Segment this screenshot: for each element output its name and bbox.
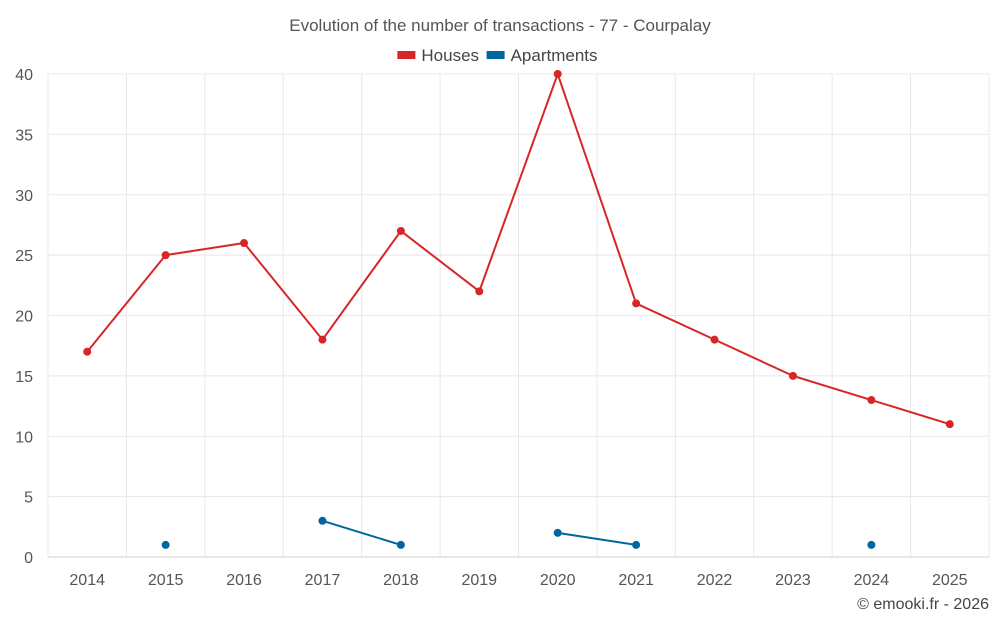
- x-tick-label: 2015: [148, 572, 184, 589]
- y-tick-label: 0: [24, 550, 33, 567]
- series-line-segment-apartments: [321, 519, 402, 546]
- data-point-houses: [788, 371, 797, 380]
- data-point-houses: [318, 335, 327, 344]
- legend-swatch: [486, 51, 505, 59]
- x-tick-label: 2018: [383, 572, 419, 589]
- y-tick-label: 25: [15, 248, 33, 265]
- data-point-apartments: [632, 540, 641, 549]
- x-tick-label: 2021: [618, 572, 654, 589]
- x-tick-label: 2017: [305, 572, 341, 589]
- credit-text: © emooki.fr - 2026: [857, 596, 989, 613]
- y-tick-label: 10: [15, 429, 33, 446]
- data-point-apartments: [318, 516, 327, 525]
- x-tick-label: 2016: [226, 572, 262, 589]
- series-line-segment-houses: [713, 338, 794, 377]
- data-point-houses: [632, 299, 641, 308]
- x-axis-ticks: 2014 2015 2016 2017 2018 2019 2020 2021 2022 2023…: [69, 572, 967, 589]
- data-point-houses: [945, 420, 954, 429]
- series-line-segment-houses: [399, 229, 481, 293]
- x-tick-label: 2022: [697, 572, 733, 589]
- series-line-segment-houses: [870, 399, 951, 426]
- data-point-houses: [396, 226, 405, 235]
- x-tick-label: 2020: [540, 572, 576, 589]
- data-point-houses: [475, 287, 484, 296]
- grid: [47, 73, 990, 558]
- data-point-houses: [161, 251, 170, 260]
- series-line-segment-apartments: [556, 531, 638, 546]
- series-line-segment-houses: [556, 73, 638, 305]
- x-tick-label: 2023: [775, 572, 811, 589]
- x-tick-label: 2024: [854, 572, 890, 589]
- y-tick-label: 30: [15, 188, 33, 205]
- legend-swatch: [397, 51, 416, 59]
- data-point-houses: [710, 335, 719, 344]
- data-point-houses: [867, 396, 876, 405]
- data-point-apartments: [161, 540, 170, 549]
- data-point-apartments: [867, 540, 876, 549]
- data-point-apartments: [396, 540, 405, 549]
- legend-item-apartments[interactable]: Apartments: [486, 46, 598, 65]
- series-apartments: [161, 516, 876, 549]
- x-tick-label: 2019: [461, 572, 497, 589]
- y-tick-label: 5: [24, 490, 33, 507]
- x-tick-label: 2025: [932, 572, 968, 589]
- legend-label: Houses: [421, 46, 479, 65]
- series-line-segment-houses: [635, 302, 716, 341]
- y-tick-label: 20: [15, 309, 33, 326]
- y-tick-label: 35: [15, 127, 33, 144]
- y-axis-ticks: 0 5 10 15 20 25 30 35 40: [15, 67, 33, 567]
- legend: Houses Apartments: [397, 46, 598, 65]
- data-point-houses: [83, 347, 92, 356]
- y-tick-label: 40: [15, 67, 33, 84]
- series-line-segment-houses: [478, 73, 559, 293]
- series-layer: [83, 70, 954, 549]
- series-line-segment-houses: [164, 242, 246, 257]
- series-line-segment-houses: [86, 254, 167, 353]
- legend-item-houses[interactable]: Houses: [397, 46, 479, 65]
- series-line-segment-houses: [791, 374, 873, 402]
- data-point-houses: [553, 70, 562, 78]
- chart-title: Evolution of the number of transactions …: [289, 16, 711, 35]
- series-houses: [83, 70, 954, 429]
- series-line-segment-houses: [321, 229, 402, 341]
- data-point-apartments: [553, 528, 562, 537]
- data-point-houses: [240, 239, 249, 248]
- y-tick-label: 15: [15, 369, 33, 386]
- legend-label: Apartments: [511, 46, 598, 65]
- series-line-segment-houses: [243, 242, 324, 341]
- x-tick-label: 2014: [69, 572, 105, 589]
